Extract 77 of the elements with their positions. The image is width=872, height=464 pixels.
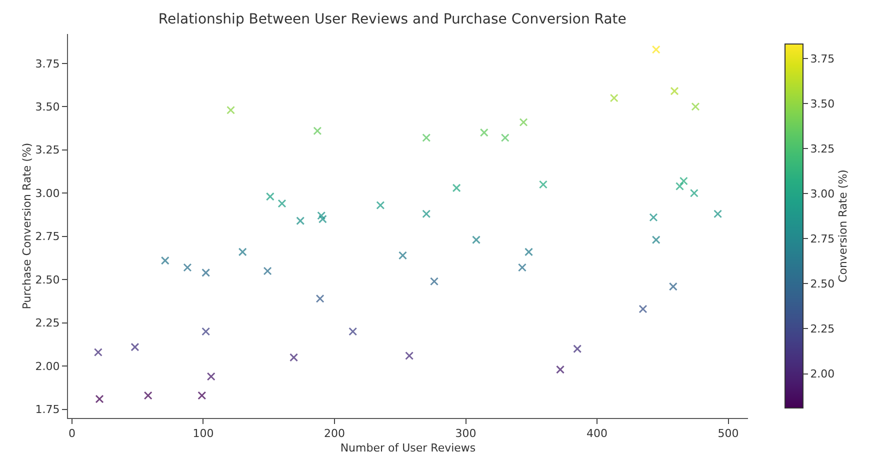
point <box>422 210 431 218</box>
chart-title: Relationship Between User Reviews and Purchase Conversion Rate <box>158 12 626 28</box>
y-tick-label: 2.25 <box>35 316 60 330</box>
point <box>183 263 192 272</box>
x-tick-label: 500 <box>718 427 739 440</box>
point <box>714 210 722 218</box>
point <box>202 327 210 336</box>
point <box>290 353 298 362</box>
point <box>206 372 216 381</box>
y-tick-label: 2.50 <box>35 273 60 286</box>
x-tick-label: 200 <box>324 427 345 440</box>
x-tick-label: 300 <box>455 427 476 440</box>
point <box>480 128 488 137</box>
color-bar-label: 3.50 <box>810 97 835 110</box>
y-tick-label: 3.00 <box>35 186 60 200</box>
point <box>278 199 286 208</box>
point <box>202 268 210 277</box>
color-bar-label: 2.75 <box>810 232 835 246</box>
y-tick-label: 2.00 <box>35 360 60 373</box>
point <box>226 106 236 114</box>
color-bar-label: 3.00 <box>810 187 835 200</box>
point <box>649 213 658 222</box>
point <box>500 134 510 142</box>
point <box>266 192 274 201</box>
x-tick-label: 0 <box>68 427 76 440</box>
point <box>318 214 327 224</box>
point <box>691 102 700 111</box>
point <box>679 176 688 186</box>
point <box>652 45 660 54</box>
y-tick-label: 3.75 <box>35 57 60 70</box>
y-tick-label: 2.75 <box>35 230 60 244</box>
point <box>519 118 528 126</box>
point <box>313 126 322 136</box>
point <box>652 236 660 244</box>
point <box>518 263 526 272</box>
x-tick-label: 400 <box>586 427 608 440</box>
point <box>538 180 548 189</box>
point <box>524 248 534 256</box>
point <box>263 266 272 276</box>
color-bar-label: 2.00 <box>810 368 835 381</box>
point <box>556 365 565 374</box>
y-tick-label: 1.75 <box>35 403 60 416</box>
point <box>422 134 431 142</box>
point <box>144 391 152 400</box>
point <box>316 294 324 303</box>
point <box>405 351 414 360</box>
point <box>690 188 698 198</box>
point <box>610 94 618 102</box>
point <box>573 344 582 354</box>
point <box>638 304 648 314</box>
color-bar-title: Conversion Rate (%) <box>836 170 850 282</box>
x-axis-title: Number of User Reviews <box>340 441 476 454</box>
point <box>317 211 326 220</box>
point <box>452 184 461 192</box>
y-tick-label: 3.50 <box>35 100 60 114</box>
point <box>130 342 140 352</box>
point <box>238 248 247 256</box>
point <box>160 256 170 265</box>
point <box>94 348 102 357</box>
point <box>430 277 438 286</box>
color-bar-label: 2.50 <box>810 278 835 291</box>
color-bar-label: 3.25 <box>810 142 835 156</box>
point <box>670 86 679 96</box>
color-bar-label: 2.25 <box>810 322 835 336</box>
point <box>398 251 407 260</box>
point <box>668 282 678 291</box>
y-tick-label: 3.25 <box>35 144 60 157</box>
y-axis-title: Purchase Conversion Rate (%) <box>20 142 34 310</box>
point <box>198 391 206 400</box>
x-tick-label: 100 <box>192 427 214 440</box>
point <box>675 182 684 190</box>
color-bar-label: 3.75 <box>810 52 835 66</box>
point <box>95 394 104 404</box>
point <box>296 216 305 226</box>
point <box>472 236 481 244</box>
point <box>348 327 358 336</box>
point <box>376 200 385 210</box>
